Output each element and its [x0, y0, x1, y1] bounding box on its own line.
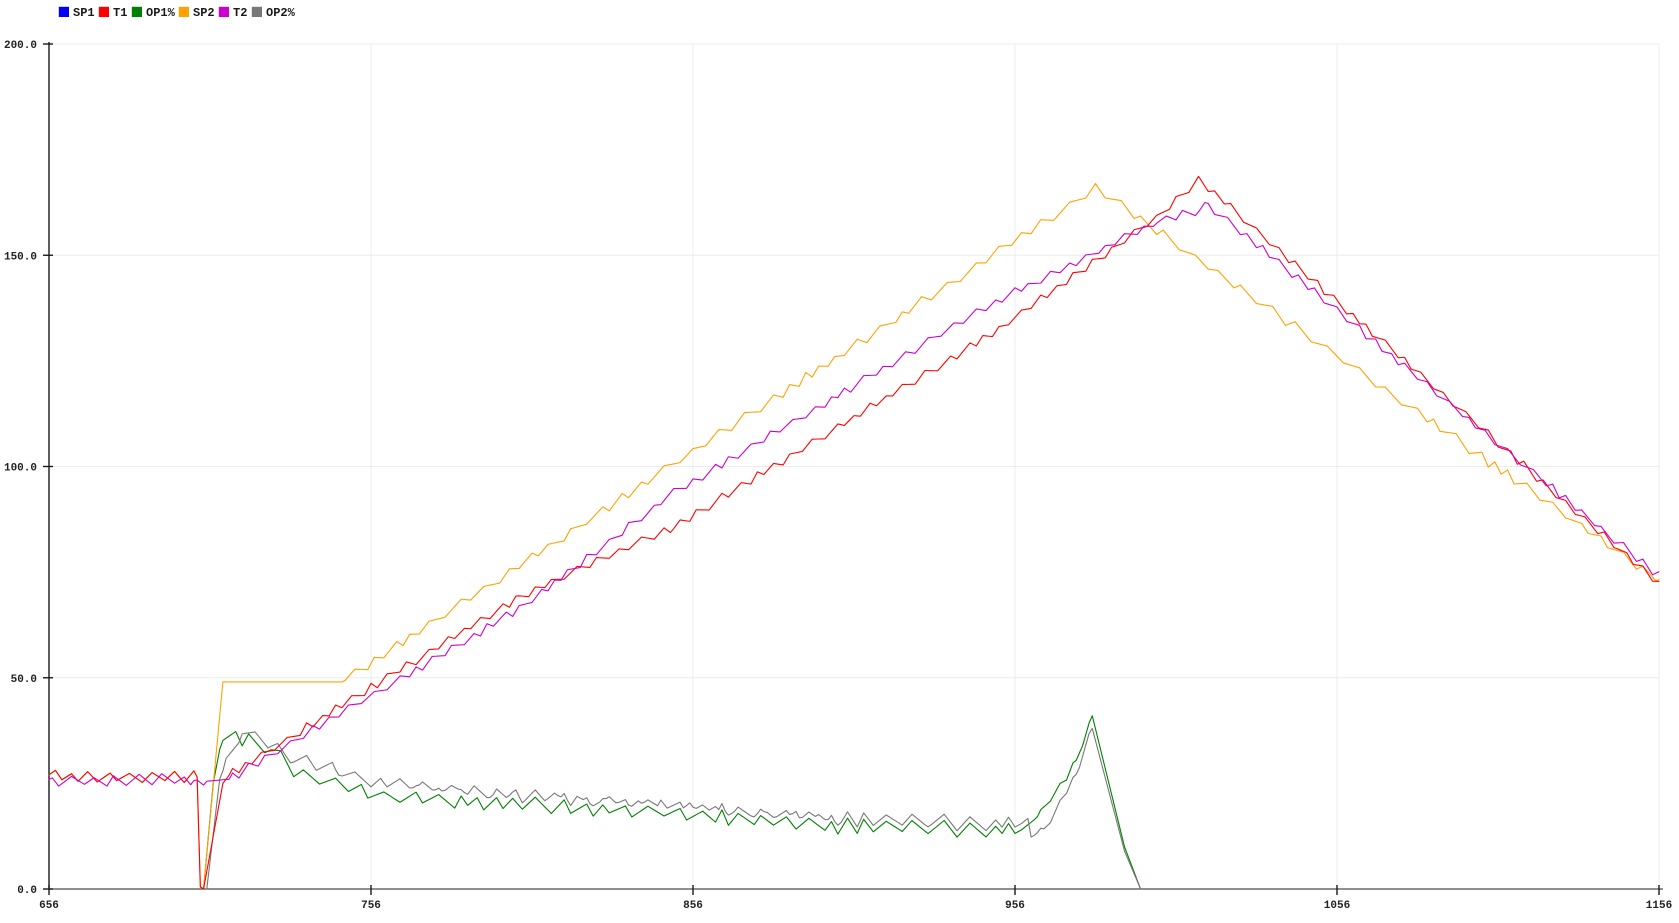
svg-text:OP1%: OP1% [146, 6, 176, 20]
svg-text:100.0: 100.0 [4, 463, 37, 475]
svg-text:1156: 1156 [1646, 900, 1672, 912]
svg-text:SP1: SP1 [73, 6, 95, 20]
svg-text:0.0: 0.0 [17, 885, 37, 897]
svg-text:SP2: SP2 [193, 6, 215, 20]
svg-text:956: 956 [1005, 900, 1025, 912]
svg-text:T1: T1 [113, 6, 127, 20]
svg-text:150.0: 150.0 [4, 251, 37, 263]
svg-text:856: 856 [683, 900, 703, 912]
svg-text:1056: 1056 [1324, 900, 1350, 912]
svg-text:200.0: 200.0 [4, 40, 37, 52]
svg-text:656: 656 [39, 900, 59, 912]
svg-text:OP2%: OP2% [266, 6, 296, 20]
svg-text:T2: T2 [233, 6, 247, 20]
svg-text:756: 756 [361, 900, 381, 912]
svg-text:50.0: 50.0 [11, 674, 37, 686]
